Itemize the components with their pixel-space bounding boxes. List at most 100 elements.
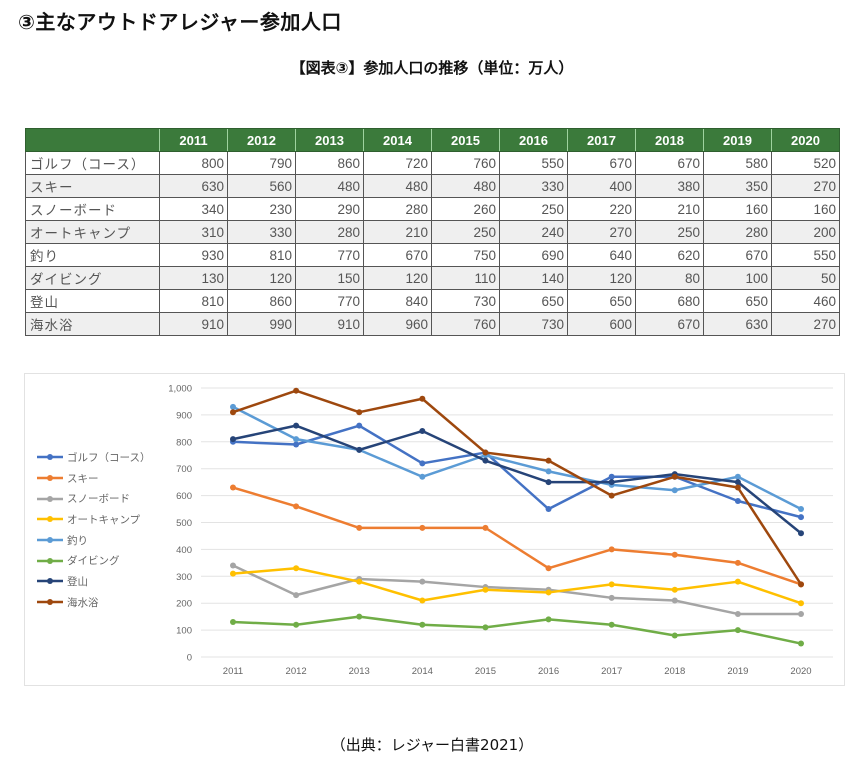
table-cell: 770	[295, 289, 364, 313]
table-cell: 670	[635, 312, 704, 336]
table-cell: 260	[431, 197, 500, 221]
table-cell: 720	[363, 151, 432, 175]
table-cell: 200	[771, 220, 840, 244]
table-cell: 120	[227, 266, 296, 290]
data-point	[798, 514, 804, 521]
data-point	[356, 422, 363, 429]
x-tick-label: 2015	[475, 666, 496, 677]
table-cell: 670	[703, 243, 772, 267]
series-line	[232, 424, 802, 535]
data-point	[608, 479, 615, 486]
data-point	[230, 562, 236, 569]
table-cell: 240	[499, 220, 568, 244]
table-cell: 330	[499, 174, 568, 198]
data-point	[608, 546, 615, 553]
data-point	[482, 586, 489, 593]
data-point	[482, 457, 489, 464]
legend-label: 海水浴	[67, 596, 99, 609]
table-cell: 650	[567, 289, 636, 313]
table-cell: 280	[703, 220, 772, 244]
table-cell: 270	[771, 312, 840, 336]
table-cell: 50	[771, 266, 840, 290]
data-point	[545, 506, 552, 513]
legend-swatch	[37, 537, 63, 544]
table-cell: 400	[567, 174, 636, 198]
data-point	[356, 578, 363, 585]
table-cell: 580	[703, 151, 772, 175]
table-cell: 750	[431, 243, 500, 267]
chart-frame: 0 100 200 300 400 500 600 700 800 900 1,000 2011 201…	[24, 373, 845, 686]
table-cell: 600	[567, 312, 636, 336]
header-year: 2013	[295, 128, 364, 152]
table-cell: 640	[567, 243, 636, 267]
table-cell: 210	[635, 197, 704, 221]
table-cell: 120	[567, 266, 636, 290]
table-row: オートキャンプ 310 330 280 210 250 240 270 250 280 200	[25, 220, 840, 244]
series-line	[232, 486, 802, 586]
x-tick-label: 2012	[286, 666, 307, 677]
table-cell: 480	[431, 174, 500, 198]
data-point	[671, 487, 678, 494]
main-title: ③主なアウトドアレジャー参加人口	[18, 10, 342, 34]
table-cell: 730	[499, 312, 568, 336]
table-row: 登山 810 860 770 840 730 650 650 680 650 460	[25, 289, 840, 313]
data-point	[482, 624, 489, 631]
data-point	[293, 387, 300, 394]
table-cell: 730	[431, 289, 500, 313]
legend-label: 登山	[67, 575, 88, 588]
table-cell: 210	[363, 220, 432, 244]
table-row: 釣り 930 810 770 670 750 690 640 620 670 550	[25, 243, 840, 267]
data-point	[293, 441, 300, 448]
table-cell: 130	[159, 266, 228, 290]
table-cell: 460	[771, 289, 840, 313]
series-line	[232, 405, 802, 511]
table-cell: 770	[295, 243, 364, 267]
header-year: 2011	[159, 128, 228, 152]
table-cell: 230	[227, 197, 296, 221]
source-note: （出典：レジャー白書2021）	[330, 736, 534, 754]
chart-legend: ゴルフ（コース） スキー スノーボード オートキャンプ 釣り ダイビング 登山 海水浴	[36, 447, 150, 613]
legend-item: オートキャンプ	[36, 509, 150, 530]
row-label: スノーボード	[25, 197, 160, 221]
table-cell: 810	[227, 243, 296, 267]
data-point	[545, 565, 552, 572]
data-point	[230, 436, 236, 443]
data-point	[608, 581, 615, 588]
y-tick-label: 600	[176, 491, 192, 502]
table-row: ダイビング 130 120 150 120 110 140 120 80 100 50	[25, 266, 840, 290]
table-cell: 160	[771, 197, 840, 221]
table-row: 海水浴 910 990 910 960 760 730 600 670 630 270	[25, 312, 840, 336]
data-point	[671, 586, 678, 593]
table-cell: 620	[635, 243, 704, 267]
data-point	[798, 640, 804, 647]
row-label: 釣り	[25, 243, 160, 267]
table-cell: 480	[363, 174, 432, 198]
table-cell: 670	[363, 243, 432, 267]
data-point	[608, 621, 615, 628]
table-cell: 280	[363, 197, 432, 221]
series-line	[232, 615, 802, 645]
data-point	[419, 428, 426, 435]
data-point	[734, 627, 741, 634]
table-title: 【図表③】参加人口の推移（単位：万人）	[290, 59, 574, 77]
legend-label: 釣り	[67, 534, 88, 547]
table-cell: 760	[431, 151, 500, 175]
table-cell: 480	[295, 174, 364, 198]
data-point	[230, 409, 236, 416]
data-point	[419, 597, 426, 604]
table-cell: 110	[431, 266, 500, 290]
x-tick-label: 2013	[349, 666, 370, 677]
data-point	[671, 473, 678, 480]
data-point	[545, 457, 552, 464]
table-cell: 790	[227, 151, 296, 175]
data-point	[608, 473, 615, 480]
table-cell: 860	[295, 151, 364, 175]
table-cell: 330	[227, 220, 296, 244]
data-point	[798, 610, 804, 617]
data-point	[293, 422, 300, 429]
table-cell: 910	[295, 312, 364, 336]
table-cell: 220	[567, 197, 636, 221]
table-cell: 550	[771, 243, 840, 267]
legend-swatch	[37, 578, 63, 585]
table-cell: 340	[159, 197, 228, 221]
